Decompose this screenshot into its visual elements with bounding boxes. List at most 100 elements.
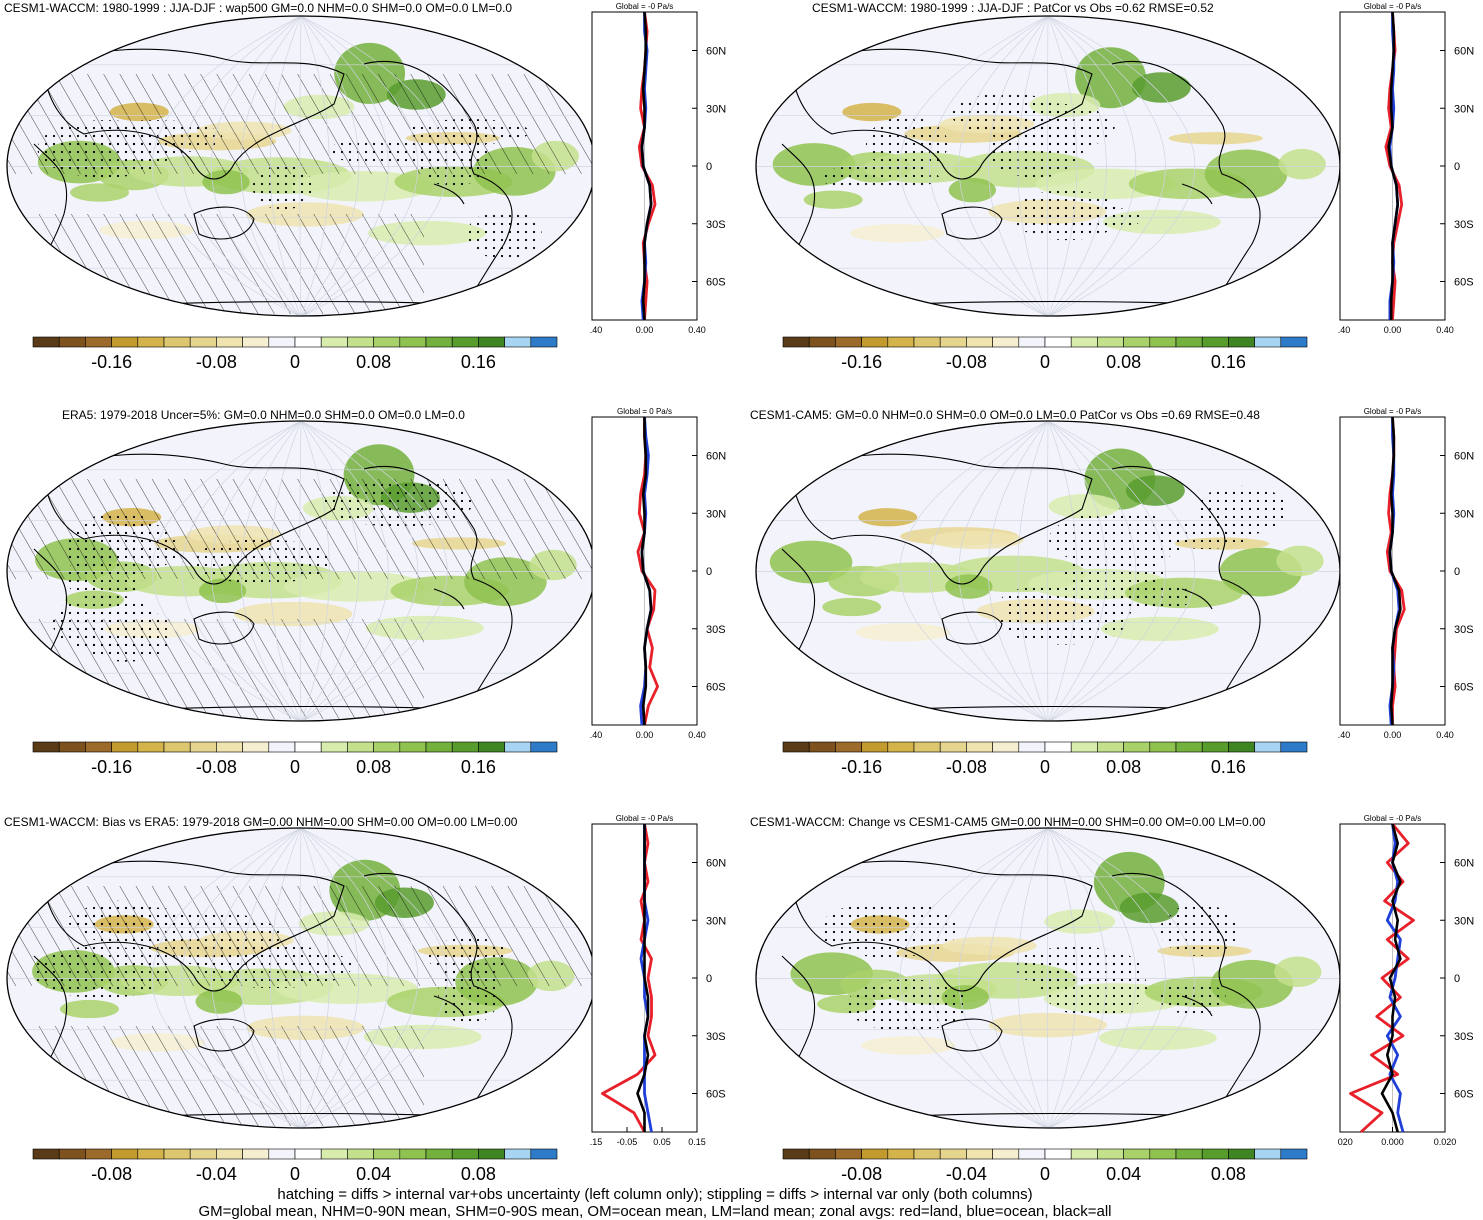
colorbar-swatch	[808, 336, 836, 348]
colorbar-swatch	[992, 741, 1020, 753]
colorbar-swatch	[425, 1148, 453, 1160]
panel-6: CESM1-WACCM: Change vs CESM1-CAM5 GM=0.0…	[750, 812, 1483, 1212]
colorbar-swatch	[1228, 1148, 1255, 1160]
colorbar-swatch	[189, 741, 217, 753]
colorbar-swatch	[32, 1148, 60, 1160]
lat-tick-label: 60S	[1454, 1089, 1474, 1101]
colorbar-swatch	[887, 1148, 915, 1160]
colorbar-label: 0.16	[461, 352, 496, 372]
zonal-mean-plot: Global = -0 Pa/s 60N 30N 0 30S 60S -0.40 0.00 0.…	[1338, 2, 1474, 335]
colorbar-swatch	[373, 741, 401, 753]
colorbar-swatch	[966, 1148, 993, 1160]
colorbar-swatch	[163, 336, 191, 348]
map-plot	[6, 827, 594, 1129]
colorbar-swatch	[782, 1148, 810, 1160]
zonal-title: Global = -0 Pa/s	[1364, 407, 1422, 416]
colorbar-swatch	[782, 336, 810, 348]
colorbar-swatch	[1175, 741, 1203, 753]
colorbar-swatch	[189, 336, 217, 348]
colorbar-swatch	[1254, 1148, 1282, 1160]
colorbar-swatch	[782, 741, 810, 753]
colorbar-swatch	[1149, 1148, 1177, 1160]
panel-5: CESM1-WACCM: Bias vs ERA5: 1979-2018 GM=…	[0, 812, 733, 1212]
colorbar-swatch	[1044, 336, 1072, 348]
colorbar-swatch	[504, 336, 532, 348]
panel-title: CESM1-CAM5: GM=0.0 NHM=0.0 SHM=0.0 OM=0.…	[750, 408, 1260, 422]
colorbar-swatch	[1228, 741, 1255, 753]
zonal-x-tick-label: 0.40	[688, 730, 706, 740]
colorbar-swatch	[1280, 741, 1308, 753]
zonal-x-tick-label: 0.00	[1384, 325, 1402, 335]
colorbar: -0.16 -0.08 0 0.08 0.16	[782, 741, 1308, 777]
colorbar-swatch	[887, 741, 915, 753]
colorbar-swatch	[808, 741, 836, 753]
colorbar-label: 0.08	[1106, 352, 1141, 372]
colorbar-swatch	[320, 336, 348, 348]
colorbar-label: 0	[290, 1164, 300, 1184]
colorbar-label: 0.08	[461, 1164, 496, 1184]
colorbar-swatch	[58, 741, 86, 753]
zonal-x-tick-label: 0.00	[1384, 730, 1402, 740]
zonal-title: Global = 0 Pa/s	[617, 407, 672, 416]
map-plot	[6, 420, 594, 722]
colorbar-swatch	[939, 1148, 967, 1160]
colorbar-swatch	[399, 336, 427, 348]
colorbar-swatch	[992, 336, 1020, 348]
zonal-title: Global = -0 Pa/s	[1364, 814, 1422, 823]
colorbar-swatch	[1123, 336, 1151, 348]
lat-tick-label: 30N	[1454, 508, 1474, 520]
colorbar-swatch	[163, 1148, 191, 1160]
colorbar-swatch	[111, 741, 139, 753]
colorbar-swatch	[861, 1148, 889, 1160]
colorbar-swatch	[1254, 741, 1282, 753]
lat-tick-label: 30N	[1454, 103, 1474, 115]
lat-tick-label: 60N	[1454, 858, 1474, 870]
colorbar-swatch	[373, 1148, 401, 1160]
map-plot	[755, 15, 1341, 317]
zonal-x-tick-label: -0.40	[590, 325, 602, 335]
colorbar-swatch	[320, 741, 348, 753]
colorbar-swatch	[451, 741, 479, 753]
colorbar-label: -0.08	[946, 757, 987, 777]
zonal-series-land	[601, 823, 657, 1133]
colorbar-swatch	[966, 741, 993, 753]
colorbar-swatch	[913, 1148, 941, 1160]
colorbar-swatch	[399, 1148, 427, 1160]
colorbar-swatch	[504, 741, 532, 753]
colorbar-label: 0.08	[1106, 757, 1141, 777]
zonal-title: Global = -0 Pa/s	[616, 814, 674, 823]
colorbar-label: 0.16	[461, 757, 496, 777]
lat-tick-label: 60S	[1454, 277, 1474, 289]
colorbar-swatch	[835, 336, 862, 348]
colorbar-swatch	[504, 1148, 532, 1160]
colorbar-label: 0.08	[356, 757, 391, 777]
colorbar-swatch	[939, 741, 967, 753]
panel-2: CESM1-WACCM: 1980-1999 : JJA-DJF : PatCo…	[750, 0, 1483, 400]
colorbar-swatch	[137, 1148, 165, 1160]
panel-4: CESM1-CAM5: GM=0.0 NHM=0.0 SHM=0.0 OM=0.…	[750, 405, 1483, 805]
lat-tick-label: 30S	[706, 219, 726, 231]
zonal-series-all	[1388, 416, 1402, 726]
colorbar-swatch	[1201, 741, 1229, 753]
colorbar: -0.08 -0.04 0 0.04 0.08	[782, 1148, 1308, 1184]
colorbar-swatch	[530, 336, 558, 348]
map-field	[756, 421, 1340, 721]
colorbar-label: -0.08	[196, 757, 237, 777]
colorbar-label: -0.16	[841, 757, 882, 777]
zonal-x-tick-label: -0.020	[1338, 1137, 1353, 1147]
panel-3: ERA5: 1979-2018 Uncer=5%: GM=0.0 NHM=0.0…	[0, 405, 733, 805]
map-field	[7, 828, 594, 1128]
lat-tick-label: 60S	[706, 277, 726, 289]
lat-tick-label: 30S	[706, 1031, 726, 1043]
colorbar-swatch	[294, 741, 322, 753]
lat-tick-label: 30S	[1454, 1031, 1474, 1043]
zonal-series-all	[640, 11, 653, 321]
zonal-series-ocean	[1385, 823, 1405, 1133]
footer-line-1: hatching = diffs > internal var+obs unce…	[277, 1186, 1033, 1203]
colorbar-swatch	[294, 336, 322, 348]
colorbar-label: 0	[290, 757, 300, 777]
zonal-mean-plot: Global = -0 Pa/s 60N 30N 0 30S 60S -0.020 0.000…	[1338, 814, 1474, 1147]
colorbar-label: -0.04	[196, 1164, 237, 1184]
lat-tick-label: 60N	[706, 46, 726, 58]
map-field	[756, 828, 1340, 1128]
